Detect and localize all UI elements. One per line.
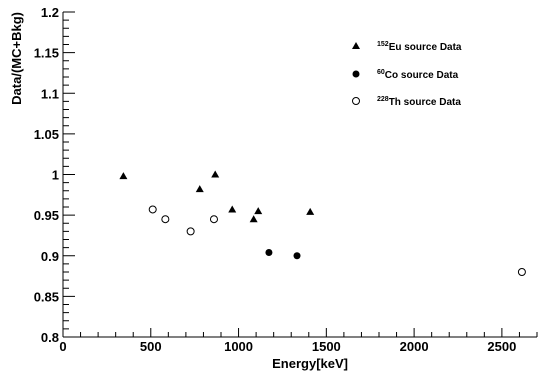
y-tick-label: 1.2	[41, 5, 59, 20]
y-tick-label: 0.8	[41, 330, 59, 345]
legend-marker	[352, 42, 360, 49]
y-tick-label: 0.85	[34, 289, 59, 304]
x-tick-label: 500	[140, 339, 162, 354]
x-tick-label: 2000	[400, 339, 429, 354]
legend-label: 228Th source Data	[377, 96, 461, 108]
x-axis-title: Energy[keV]	[272, 356, 348, 371]
y-tick-label: 0.95	[34, 208, 59, 223]
x-tick-label: 0	[59, 339, 66, 354]
y-tick-label: 1.15	[34, 46, 59, 61]
data-point	[293, 252, 301, 260]
legend-label: 152Eu source Data	[377, 41, 462, 53]
x-tick-label: 1000	[224, 339, 253, 354]
data-point	[306, 207, 315, 215]
data-point	[228, 205, 237, 213]
data-point	[249, 215, 258, 223]
data-point	[119, 172, 128, 180]
data-point	[148, 205, 157, 214]
y-tick-label: 1.05	[34, 127, 59, 142]
points-layer	[119, 170, 526, 276]
data-point	[265, 249, 273, 256]
data-point	[211, 170, 220, 178]
data-point	[209, 215, 218, 224]
data-point	[254, 207, 263, 215]
x-tick-label: 1500	[312, 339, 341, 354]
data-point	[186, 227, 195, 236]
legend-marker	[352, 97, 360, 105]
x-tick-label: 2500	[487, 339, 516, 354]
data-point	[517, 268, 526, 276]
data-point	[195, 185, 204, 193]
y-tick-label: 1.1	[41, 86, 59, 101]
axes-layer: 0 500 1000 1500 2000 2500 0.8 0.85 0.9 0.95 1 1.05 1…	[34, 5, 538, 354]
legend-label: 60Co source Data	[377, 69, 459, 81]
y-tick-label: 0.9	[41, 249, 59, 264]
legend: 152Eu source Data 60Co source Data 228Th s…	[352, 41, 462, 108]
y-tick-label: 1	[52, 168, 59, 183]
data-point	[161, 215, 170, 224]
legend-marker	[352, 70, 360, 78]
y-axis-title: Data/(MC+Bkg)	[9, 12, 24, 105]
